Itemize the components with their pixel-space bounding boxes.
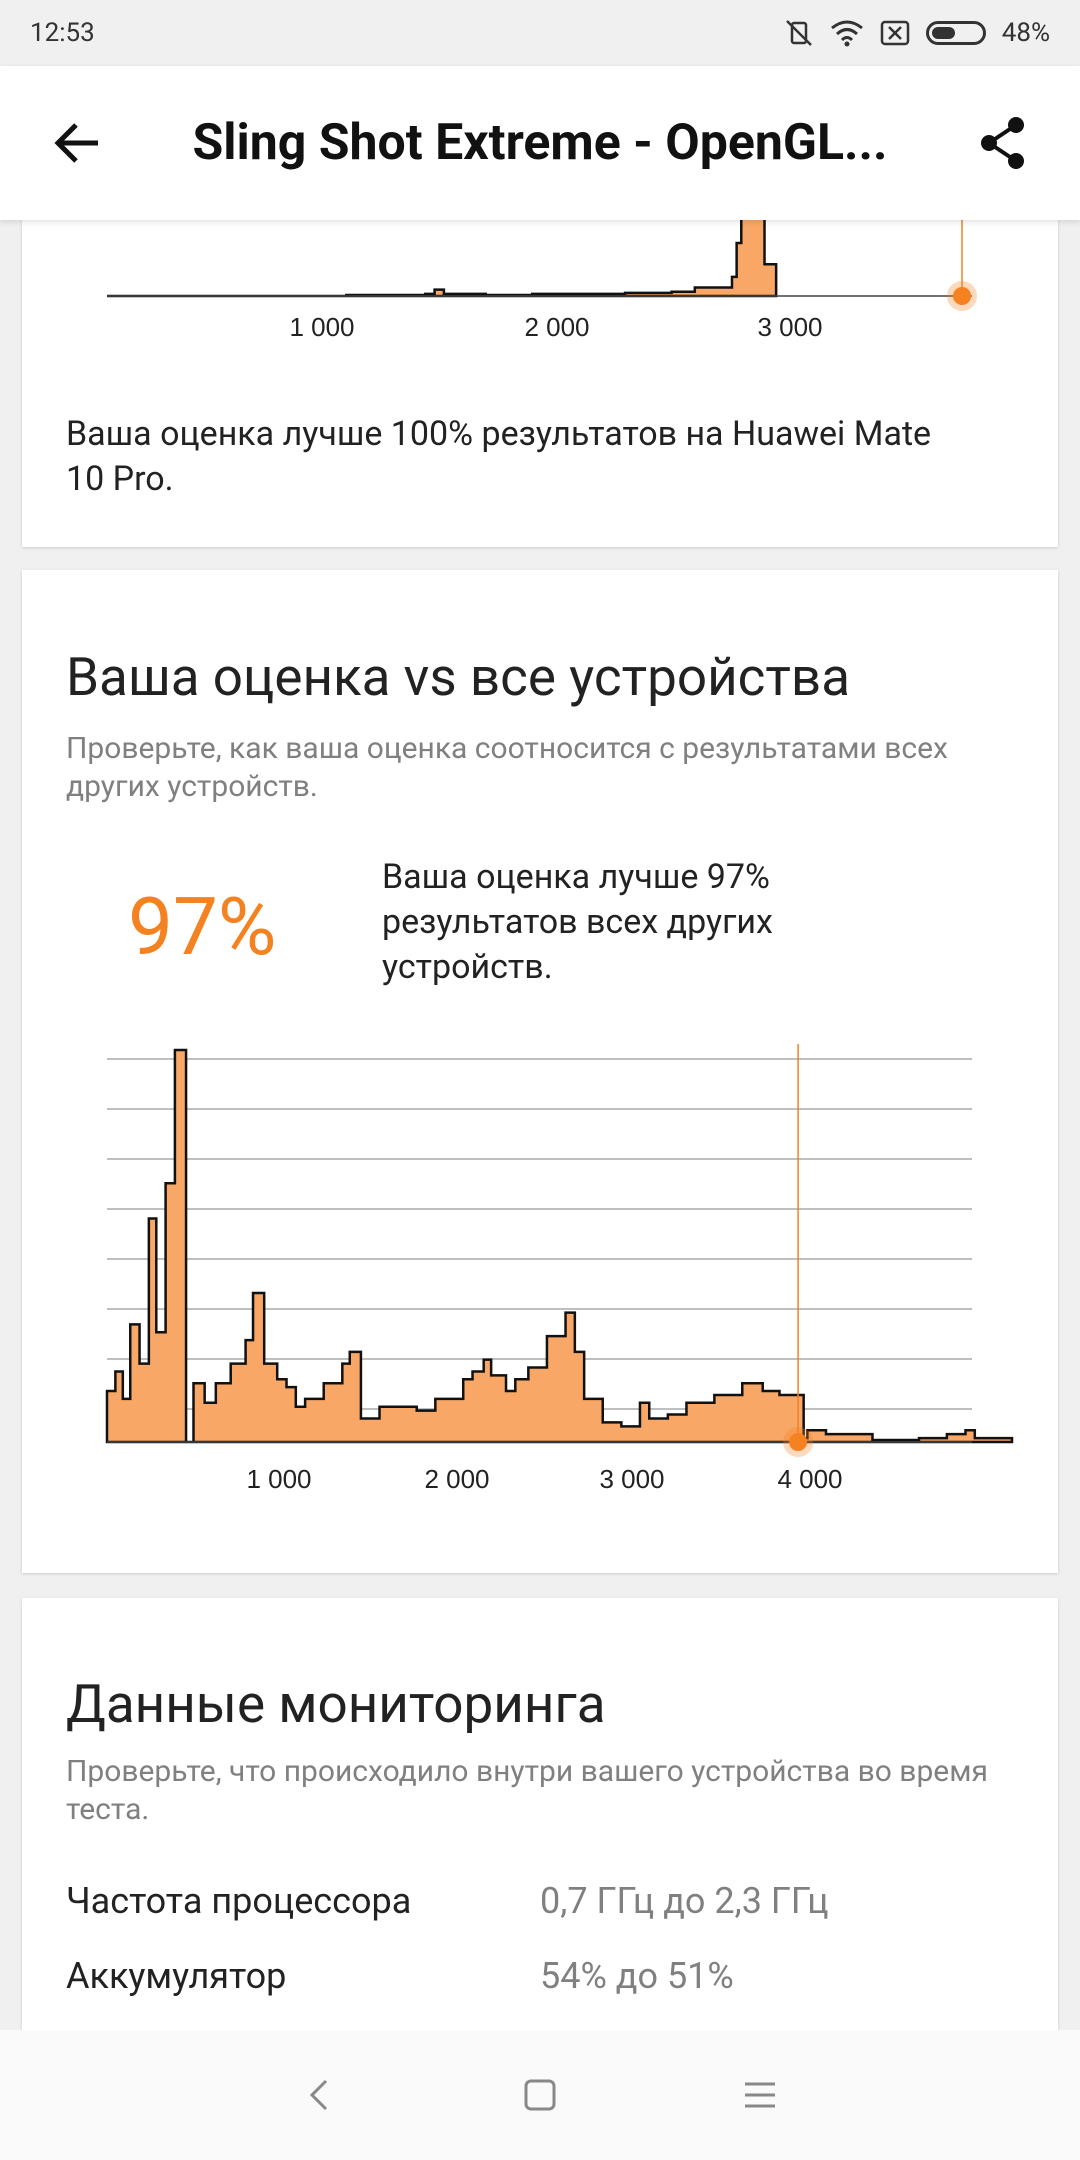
monitoring-title: Данные мониторинга [66, 1673, 606, 1735]
all-devices-score-chart: 1 000 2 000 3 000 4 000 [105, 1044, 1014, 1494]
app-bar: Sling Shot Extreme - OpenGL... [0, 66, 1080, 220]
nav-back-icon[interactable] [300, 2075, 340, 2115]
chart-tick-label: 4 000 [777, 1464, 842, 1494]
battery-label: Аккумулятор [66, 1955, 287, 1997]
chart-tick-label: 1 000 [289, 312, 354, 342]
battery-percent: 48% [1001, 18, 1050, 48]
nav-home-icon[interactable] [520, 2075, 560, 2115]
chart-tick-label: 2 000 [424, 1464, 489, 1494]
cpu-frequency-value: 0,7 ГГц до 2,3 ГГц [540, 1880, 829, 1922]
status-bar: 12:53 48% [0, 0, 1080, 66]
percentile-text: Ваша оценка лучше 97% результатов всех д… [382, 857, 773, 987]
battery-icon [925, 21, 986, 45]
device-comparison-text: Ваша оценка лучше 100% результатов на Hu… [66, 414, 932, 499]
score-marker-dot [953, 287, 971, 305]
share-icon [981, 117, 1024, 169]
share-button[interactable] [956, 96, 1050, 190]
wifi-icon [830, 20, 863, 47]
chart-tick-label: 1 000 [246, 1464, 311, 1494]
all-devices-title: Ваша оценка vs все устройства [66, 646, 851, 708]
back-button[interactable] [30, 96, 124, 190]
sim-off-icon [880, 20, 909, 46]
device-comparison-card: 1 000 2 000 3 000 Ваша оценка лучше 100% р… [22, 210, 1058, 547]
device-score-chart: 1 000 2 000 3 000 [107, 210, 977, 342]
percentile-value: 97% [128, 880, 277, 974]
monitoring-card: Данные мониторинга Проверьте, что происх… [22, 1598, 1058, 2038]
chart-histogram-area [107, 210, 778, 298]
page-title: Sling Shot Extreme - OpenGL... [192, 114, 888, 172]
status-icons: 48% [784, 18, 1050, 48]
all-devices-subtitle: Проверьте, как ваша оценка соотносится с… [66, 731, 948, 804]
monitoring-subtitle: Проверьте, что происходило внутри вашего… [66, 1754, 988, 1827]
chart-tick-label: 2 000 [524, 312, 589, 342]
battery-value: 54% до 51% [540, 1955, 734, 1997]
chart-tick-label: 3 000 [599, 1464, 664, 1494]
navigation-bar [0, 2030, 1080, 2160]
score-marker-dot [789, 1433, 808, 1451]
nav-menu-icon[interactable] [740, 2075, 780, 2115]
cpu-frequency-label: Частота процессора [66, 1880, 412, 1922]
all-devices-card: Ваша оценка vs все устройства Проверьте,… [22, 570, 1058, 1573]
vibrate-off-icon [785, 20, 812, 46]
arrow-left-icon [54, 123, 98, 163]
chart-tick-label: 3 000 [757, 312, 822, 342]
status-time: 12:53 [30, 18, 95, 48]
